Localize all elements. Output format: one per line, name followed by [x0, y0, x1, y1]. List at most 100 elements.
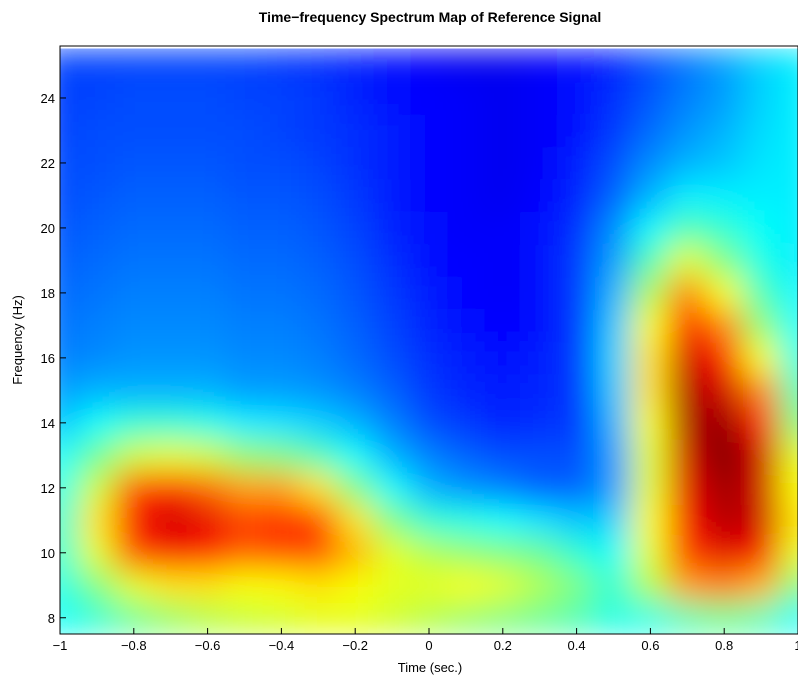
heatmap-cell: [742, 81, 781, 115]
heatmap-cell: [520, 373, 559, 408]
heatmap-cell: [336, 48, 375, 83]
heatmap-cell: [594, 438, 633, 473]
heatmap-cell: [742, 438, 781, 473]
heatmap-cell: [446, 406, 485, 440]
heatmap-cell: [668, 243, 707, 278]
heatmap-cell: [631, 568, 670, 603]
heatmap-cell: [705, 146, 744, 180]
heatmap-cell: [483, 503, 522, 538]
heatmap-cell: [705, 48, 744, 83]
heatmap-cell: [77, 373, 116, 408]
x-tick-label: 1: [794, 638, 798, 653]
heatmap-cell: [446, 308, 485, 343]
heatmap-cell: [151, 178, 190, 213]
heatmap-cell: [60, 406, 79, 440]
heatmap-cell: [77, 178, 116, 213]
heatmap-cell: [520, 341, 559, 375]
heatmap-cell: [594, 146, 633, 180]
heatmap-cell: [779, 276, 798, 310]
heatmap-cell: [631, 406, 670, 440]
heatmap-cell: [520, 471, 559, 505]
heatmap-cell: [779, 438, 798, 473]
heatmap-cell: [779, 113, 798, 148]
y-tick-label: 22: [41, 156, 55, 171]
heatmap-cell: [336, 341, 375, 375]
heatmap-cell: [373, 568, 412, 603]
heatmap-cell: [336, 406, 375, 440]
heatmap-cell: [520, 308, 559, 343]
heatmap-cell: [225, 113, 264, 148]
heatmap-cell: [779, 211, 798, 245]
heatmap-cell: [668, 373, 707, 408]
heatmap-cell: [668, 146, 707, 180]
heatmap-cell: [483, 146, 522, 180]
heatmap-cell: [779, 48, 798, 83]
heatmap-cell: [520, 146, 559, 180]
heatmap-cell: [336, 308, 375, 343]
x-axis-label: Time (sec.): [398, 660, 463, 675]
heatmap-cell: [114, 178, 153, 213]
heatmap-cell: [188, 178, 227, 213]
heatmap-cell: [557, 471, 596, 505]
heatmap-cell: [225, 373, 264, 408]
heatmap-cell: [779, 536, 798, 570]
heatmap-cell: [225, 471, 264, 505]
heatmap-cell: [77, 568, 116, 603]
heatmap-cell: [262, 308, 301, 343]
heatmap-cell: [77, 471, 116, 505]
heatmap-cell: [225, 568, 264, 603]
heatmap-cell: [520, 568, 559, 603]
heatmap-cell: [60, 146, 79, 180]
heatmap-cell: [631, 113, 670, 148]
heatmap-cell: [557, 211, 596, 245]
heatmap-cell: [114, 471, 153, 505]
heatmap-cell: [520, 276, 559, 310]
heatmap-cell: [151, 113, 190, 148]
heatmap-cell: [262, 503, 301, 538]
heatmap-cell: [188, 113, 227, 148]
heatmap-cell: [188, 568, 227, 603]
heatmap-cell: [520, 113, 559, 148]
heatmap-cell: [594, 471, 633, 505]
heatmap-cell: [77, 601, 116, 634]
heatmap-cell: [594, 113, 633, 148]
heatmap-cell: [446, 341, 485, 375]
heatmap-cell: [631, 471, 670, 505]
heatmap-cell: [668, 536, 707, 570]
heatmap-cell: [410, 438, 448, 473]
heatmap-cell: [262, 438, 301, 473]
heatmap-cell: [410, 178, 448, 213]
x-tick-label: 0.6: [641, 638, 659, 653]
heatmap-cell: [483, 113, 522, 148]
heatmap-cell: [520, 178, 559, 213]
heatmap-cell: [410, 373, 448, 408]
heatmap-cell: [631, 341, 670, 375]
heatmap-cell: [779, 178, 798, 213]
heatmap-cell: [299, 601, 338, 634]
heatmap-cell: [520, 503, 559, 538]
heatmap-cell: [557, 243, 596, 278]
heatmap-cell: [594, 308, 633, 343]
heatmap-cell: [188, 146, 227, 180]
heatmap-cell: [77, 503, 116, 538]
heatmap-cell: [446, 243, 485, 278]
heatmap-cell: [151, 601, 190, 634]
heatmap-cell: [410, 113, 448, 148]
heatmap-cell: [299, 308, 338, 343]
x-tick-label: −0.4: [269, 638, 295, 653]
heatmap-cell: [483, 48, 522, 83]
heatmap-cell: [742, 406, 781, 440]
heatmap-cell: [779, 471, 798, 505]
heatmap-cell: [705, 373, 744, 408]
heatmap-cell: [151, 276, 190, 310]
heatmap-cell: [520, 48, 559, 83]
heatmap-cell: [262, 81, 301, 115]
heatmap-cell: [594, 81, 633, 115]
heatmap-cell: [225, 503, 264, 538]
heatmap-cell: [188, 341, 227, 375]
heatmap-cell: [299, 406, 338, 440]
heatmap-cell: [705, 341, 744, 375]
heatmap-cell: [520, 211, 559, 245]
x-tick-label: 0.8: [715, 638, 733, 653]
